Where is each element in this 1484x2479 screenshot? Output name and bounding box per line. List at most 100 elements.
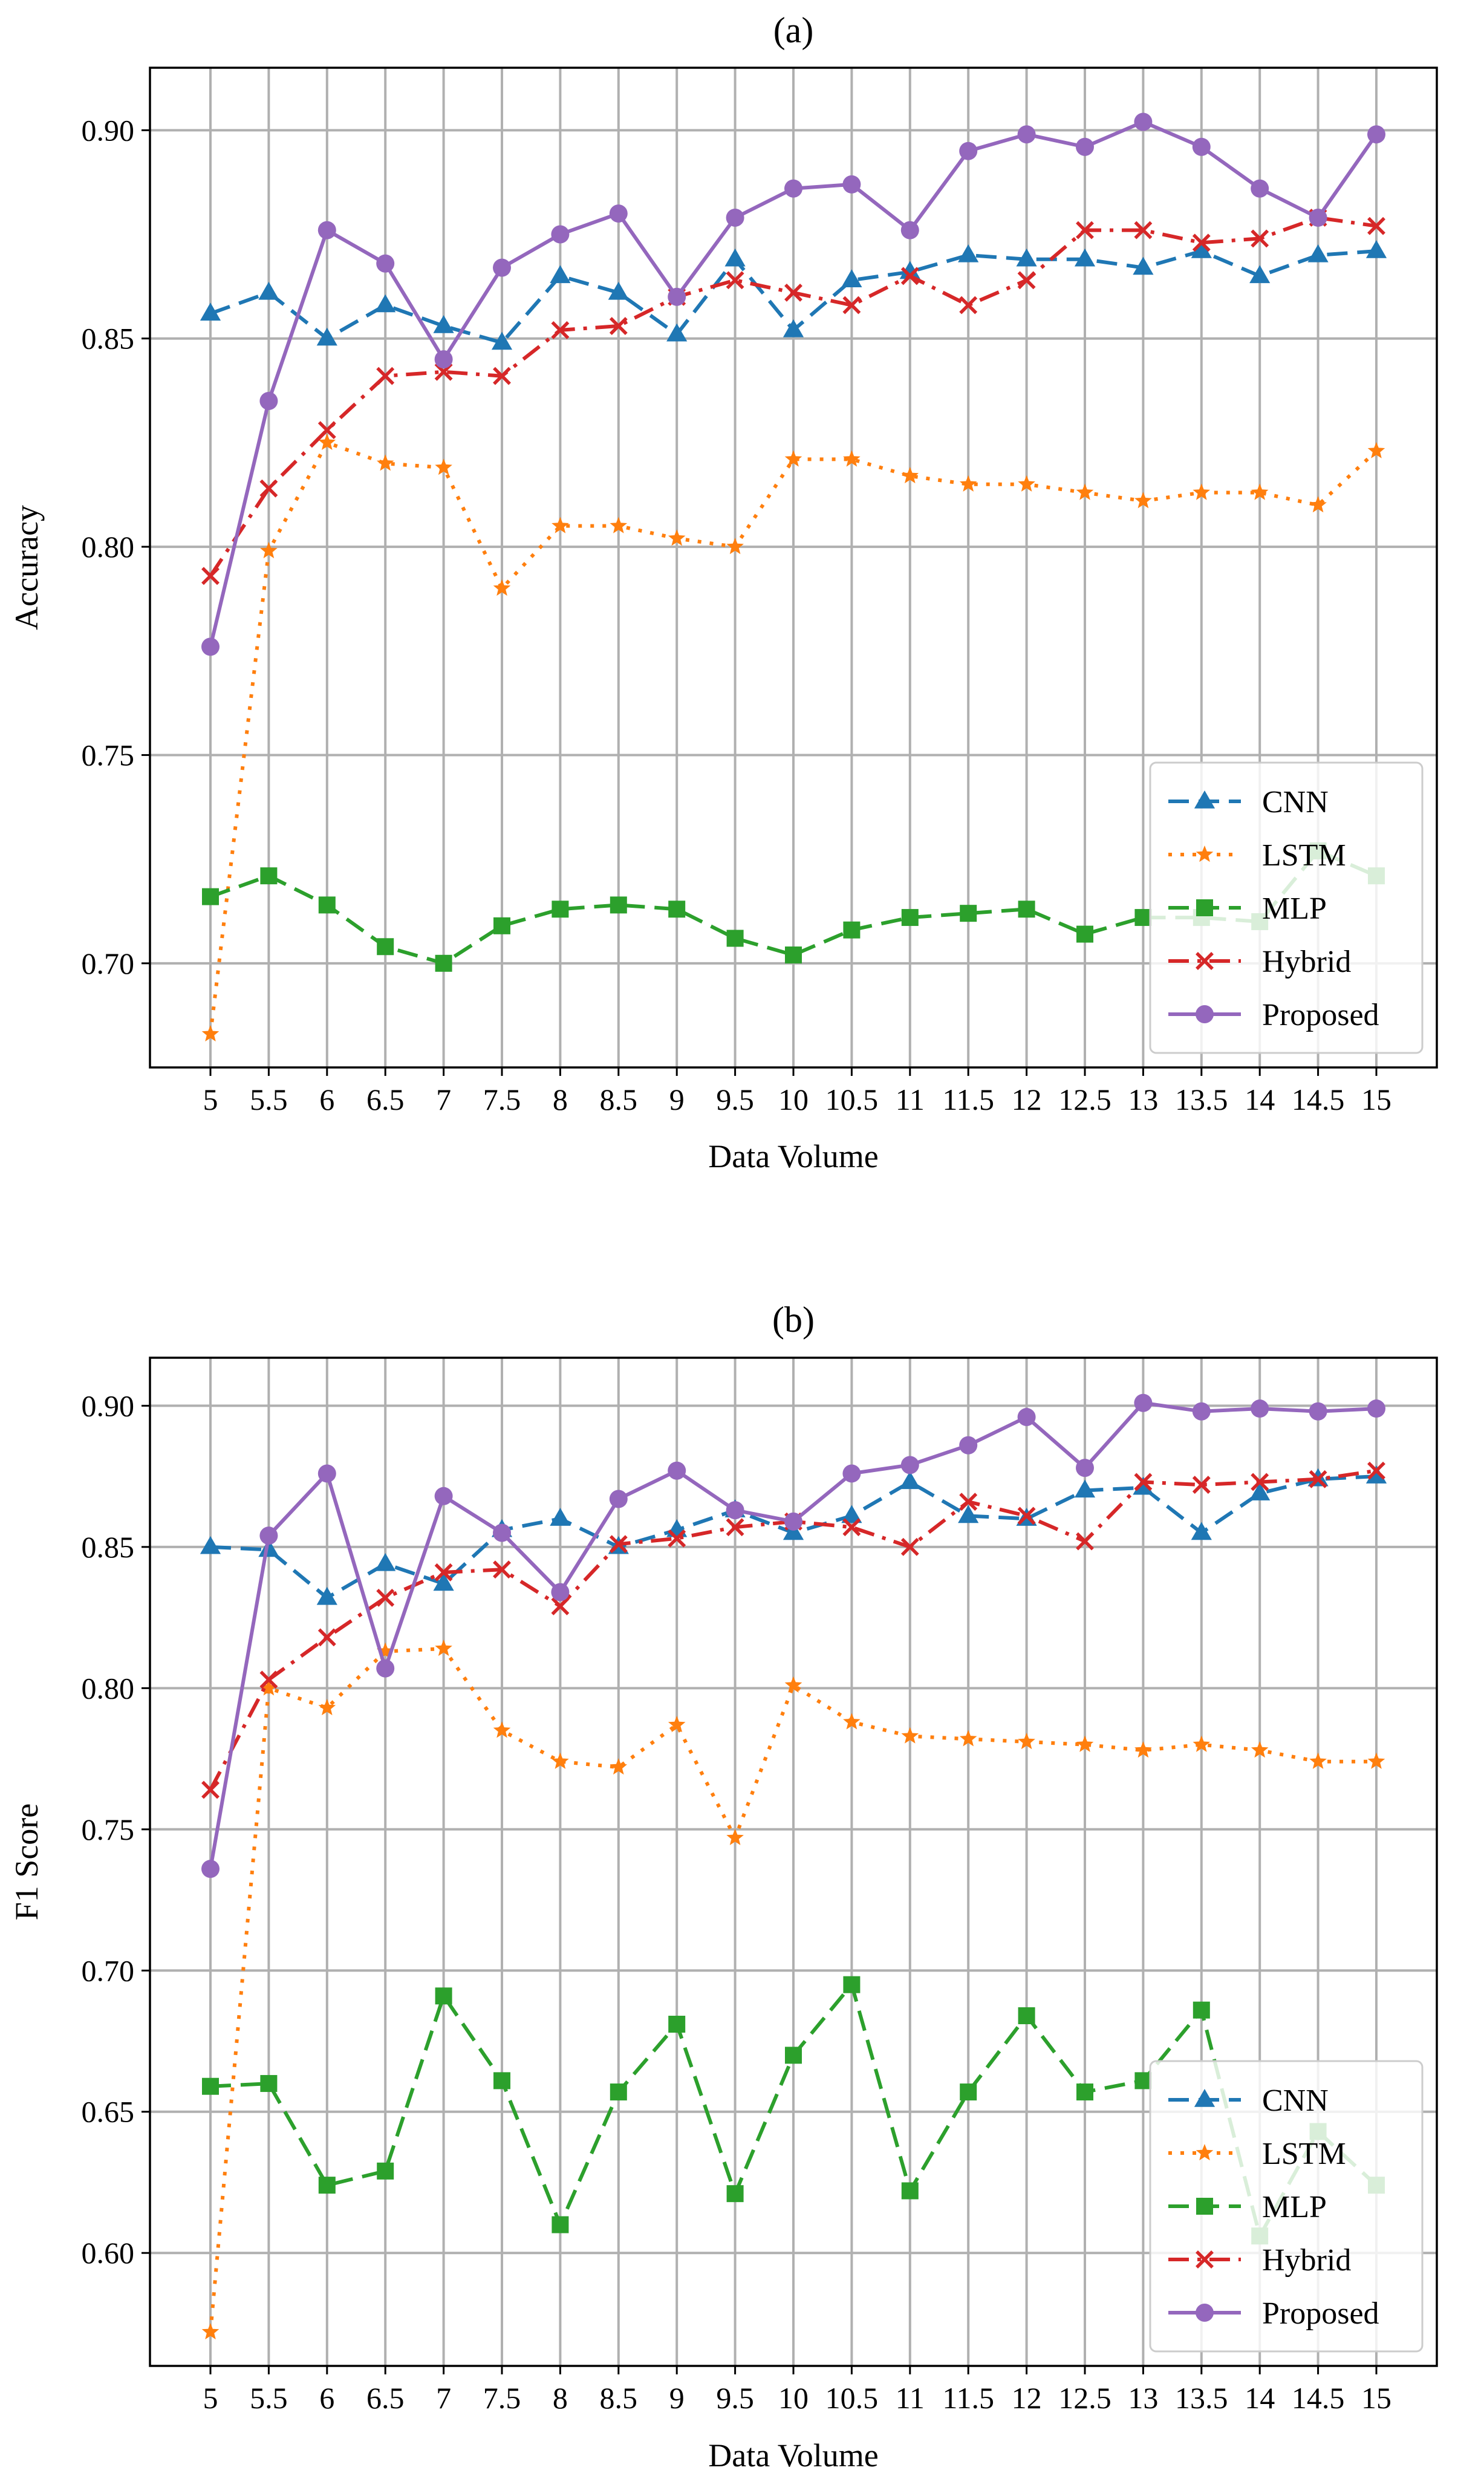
panel-b-y-tick-label: 0.80	[82, 1671, 135, 1705]
panel-a-proposed-point	[201, 637, 220, 656]
panel-a-cnn-point	[200, 302, 221, 321]
panel-b-y-tick-label: 0.60	[82, 2236, 135, 2270]
panel-a-cnn-point	[841, 269, 862, 287]
panel-a-cnn-point	[783, 319, 804, 337]
panel-a-x-tick-label: 11	[896, 1083, 925, 1116]
panel-a-cnn-point	[724, 248, 746, 267]
panel-a-hybrid-point	[551, 321, 570, 339]
panel-a-proposed-point	[1017, 125, 1036, 144]
panel-a-legend: CNN LSTM MLP Hybrid Proposed	[1149, 761, 1424, 1054]
panel-a-mlp-point	[377, 938, 394, 956]
panel-a-mlp-point	[785, 946, 802, 964]
panel-a-proposed-point	[668, 287, 686, 306]
panel-a-lstm-point	[726, 538, 744, 555]
panel-a-lstm-point	[668, 529, 686, 546]
panel-a-x-tick-label: 8	[553, 1083, 568, 1116]
panel-b-proposed-point	[1251, 1399, 1269, 1418]
panel-a-lstm-point	[843, 450, 861, 467]
panel-b-legend-entry-proposed: Proposed	[1168, 2296, 1379, 2331]
panel-b-mlp-point	[1018, 2007, 1035, 2024]
panel-b-legend: CNN LSTM MLP Hybrid Proposed	[1149, 2060, 1424, 2353]
panel-b-proposed-point	[201, 1860, 220, 1878]
panel-a-x-tick-label: 5	[203, 1083, 218, 1116]
panel-b-mlp-point	[1193, 2001, 1210, 2019]
panel-b-legend-lstm-marker	[1196, 2144, 1214, 2161]
panel-b-legend-entry-hybrid: Hybrid	[1168, 2243, 1351, 2278]
panel-b-lstm-point	[1251, 1741, 1269, 1758]
panel-b-cnn-point	[783, 1522, 804, 1540]
panel-a-hybrid-point	[1134, 221, 1153, 239]
panel-b-lstm-point	[1193, 1735, 1211, 1752]
panel-a-lstm-point	[260, 541, 278, 559]
panel-a-x-tick-label: 7	[436, 1083, 451, 1116]
panel-a-series-cnn	[200, 240, 1387, 350]
panel-a-y-tick-label: 0.90	[82, 113, 135, 147]
panel-a-mlp-point	[1134, 909, 1152, 927]
panel-b-proposed-point	[493, 1523, 511, 1542]
panel-a-proposed-point	[1134, 112, 1153, 131]
panel-a-lstm-point	[318, 433, 336, 450]
panel-b-legend-cnn-label: CNN	[1262, 2083, 1329, 2118]
panel-a-x-tick-label: 14	[1245, 1083, 1275, 1116]
panel-a-legend-cnn-label: CNN	[1262, 785, 1329, 819]
panel-b-x-tick-label: 9.5	[716, 2381, 754, 2415]
panel-b-legend-mlp-marker	[1196, 2198, 1213, 2215]
panel-b-cnn-point	[550, 1508, 571, 1526]
panel-b-legend-entry-cnn: CNN	[1168, 2083, 1329, 2118]
panel-a-legend-entry-cnn: CNN	[1168, 785, 1329, 819]
panel-b-hybrid-point	[900, 1537, 919, 1556]
panel-a-cnn-point	[1249, 265, 1271, 284]
panel-b-cnn-point	[1074, 1479, 1096, 1498]
panel-b-proposed-point	[376, 1659, 395, 1678]
panel-b-hybrid-point	[609, 1535, 628, 1554]
panel-a-cnn-point	[491, 331, 513, 350]
panel-b-title: (b)	[772, 1300, 815, 1340]
panel-b-proposed-point	[784, 1512, 802, 1531]
panel-a-x-tick-label: 6.5	[366, 1083, 405, 1116]
panel-b-series-lstm	[201, 1640, 1385, 2340]
panel-b-mlp-point	[202, 2077, 219, 2095]
panel-a-cnn-point	[1365, 240, 1387, 258]
panel-a-cnn-point	[1016, 248, 1037, 267]
panel-a-hybrid-point	[201, 567, 220, 585]
panel-b-mlp-point	[260, 2075, 278, 2093]
panel-a-proposed-point	[259, 392, 278, 410]
panel-a-x-tick-label: 10	[778, 1083, 809, 1116]
panel-a-lstm-point	[901, 467, 919, 484]
panel-a-y-tick-label: 0.80	[82, 530, 135, 564]
panel-a-mlp-point	[901, 909, 919, 927]
panel-a-legend-lstm-label: LSTM	[1262, 838, 1346, 873]
panel-b-mlp-point	[901, 2182, 919, 2200]
panel-b-cnn-point	[433, 1572, 454, 1591]
panel-a-legend-hybrid-marker	[1196, 952, 1214, 970]
panel-b-hybrid-point	[1367, 1461, 1385, 1480]
panel-b-mlp-point	[493, 2072, 510, 2090]
panel-a-x-tick-label: 5.5	[250, 1083, 288, 1116]
panel-b-x-tick-label: 6.5	[366, 2381, 405, 2415]
panel-a-proposed-point	[551, 225, 570, 244]
panel-b-lstm-point	[784, 1676, 802, 1693]
panel-a-lstm-line	[209, 440, 1378, 1035]
panel-b-mlp-point	[843, 1976, 861, 1993]
panel-b-cnn-point	[1133, 1476, 1154, 1495]
panel-a-mlp-point	[668, 901, 686, 918]
panel-b-legend-proposed-marker	[1196, 2304, 1214, 2322]
panel-b-lstm-point	[318, 1699, 336, 1716]
panel-a-hybrid-point	[1367, 217, 1385, 235]
panel-b-cnn-point	[316, 1586, 337, 1605]
panel-a-cnn-point	[666, 323, 688, 342]
panel-b-hybrid-point	[668, 1529, 686, 1548]
panel-b-y-tick-label: 0.75	[82, 1813, 135, 1846]
panel-b-hybrid-point	[493, 1560, 511, 1579]
panel-b-lstm-point	[260, 1679, 278, 1696]
panel-b-lstm-point	[610, 1758, 628, 1775]
panel-a-hybrid-point	[842, 296, 861, 314]
panel-b-proposed-point	[842, 1464, 861, 1483]
panel-a-lstm-point	[201, 1025, 220, 1041]
panel-b-lstm-point	[376, 1642, 394, 1659]
panel-a-y-tick-label: 0.70	[82, 946, 135, 980]
panel-a-hybrid-point	[609, 317, 628, 335]
panel-b-mlp-point	[785, 2047, 802, 2064]
panel-b-lstm-point	[1309, 1752, 1327, 1769]
panel-a-cnn-point	[899, 261, 920, 279]
